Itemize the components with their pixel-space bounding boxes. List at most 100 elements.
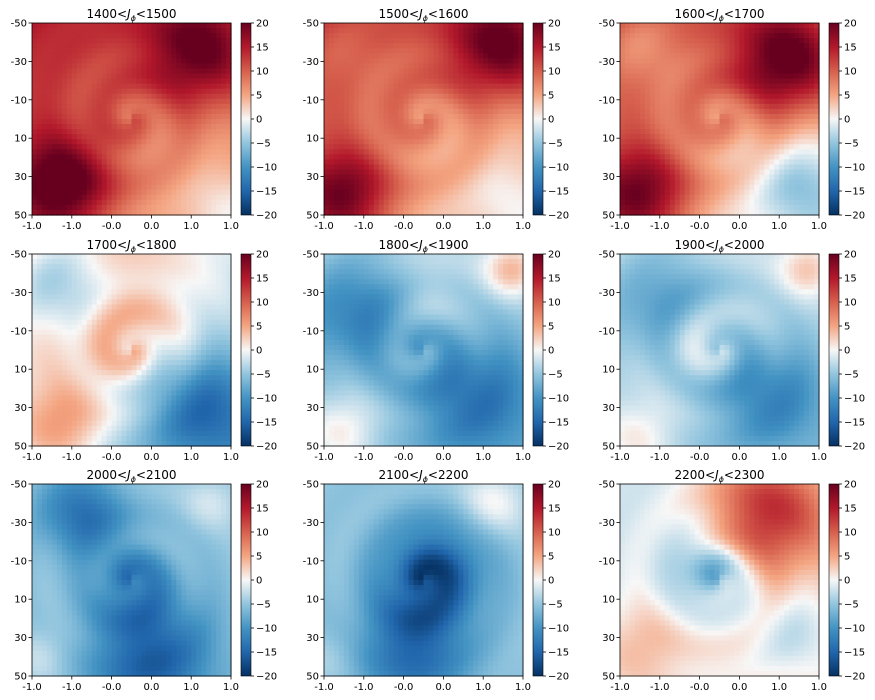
heatmap-cell — [468, 103, 474, 110]
heatmap-cell — [814, 184, 820, 191]
heatmap-cell — [674, 48, 681, 54]
heatmap-cell — [759, 139, 765, 145]
heatmap-cell — [734, 169, 740, 176]
heatmap-cell — [101, 269, 108, 275]
heatmap-cell — [739, 98, 745, 105]
axes-frame — [31, 22, 232, 216]
heatmap-cell — [448, 108, 454, 115]
heatmap-cell — [438, 43, 444, 49]
heatmap-cell — [644, 98, 651, 105]
heatmap-cell — [141, 48, 148, 54]
heatmap-cell — [71, 264, 78, 270]
heatmap-cell — [674, 144, 681, 150]
heatmap-cell — [659, 209, 666, 216]
heatmap-cell — [51, 259, 58, 265]
heatmap-cell — [694, 43, 701, 49]
heatmap-cell — [32, 139, 38, 145]
heatmap-cell — [403, 83, 410, 90]
heatmap-cell — [498, 179, 504, 186]
heatmap-cell — [664, 154, 671, 161]
heatmap-cell — [714, 58, 721, 65]
colorbar-tick-label: 20 — [256, 19, 269, 30]
heatmap-cell — [724, 134, 731, 140]
heatmap-cell — [176, 269, 182, 275]
heatmap-cell — [161, 254, 167, 260]
heatmap-cell — [799, 149, 805, 155]
heatmap-cell — [96, 53, 103, 59]
heatmap-cell — [191, 83, 197, 90]
heatmap-cell — [71, 88, 78, 95]
heatmap-cell — [211, 209, 217, 216]
heatmap-cell — [363, 23, 370, 29]
heatmap-cell — [116, 164, 123, 171]
heatmap-cell — [343, 23, 350, 29]
heatmap-cell — [151, 53, 157, 59]
heatmap-cell — [408, 68, 415, 75]
heatmap-cell — [156, 139, 162, 145]
heatmap-cell — [398, 53, 405, 59]
heatmap-cell — [146, 73, 152, 80]
heatmap-cell — [36, 23, 43, 29]
heatmap-cell — [513, 159, 519, 166]
heatmap-cell — [769, 33, 775, 39]
heatmap-cell — [96, 43, 103, 49]
heatmap-cell — [221, 254, 227, 260]
heatmap-cell — [649, 144, 656, 150]
heatmap-cell — [704, 113, 711, 120]
heatmap-cell — [689, 23, 696, 29]
colorbar-tick-label: −10 — [256, 163, 277, 174]
heatmap-cell — [413, 98, 420, 105]
heatmap-cell — [754, 174, 760, 181]
heatmap-cell — [739, 134, 745, 140]
heatmap-cell — [211, 274, 217, 280]
heatmap-cell — [448, 184, 454, 191]
heatmap-cell — [206, 284, 212, 290]
heatmap-cell — [191, 174, 197, 181]
heatmap-cell — [739, 184, 745, 191]
title-subscript: ϕ — [719, 14, 725, 23]
heatmap-cell — [413, 179, 420, 186]
heatmap-cell — [383, 174, 390, 181]
heatmap-cell — [654, 23, 661, 29]
heatmap-cell — [629, 33, 636, 39]
heatmap-cell — [126, 43, 133, 49]
heatmap-cell — [66, 129, 73, 135]
heatmap-cell — [46, 48, 53, 54]
heatmap-cell — [81, 53, 88, 59]
heatmap-cell — [739, 169, 745, 176]
heatmap-cell — [51, 33, 58, 39]
heatmap-cell — [473, 78, 479, 85]
heatmap-cell — [51, 189, 58, 196]
heatmap-cell — [634, 83, 641, 90]
heatmap-cell — [814, 149, 820, 155]
heatmap-cell — [221, 113, 227, 120]
heatmap-cell — [343, 154, 350, 161]
heatmap-cell — [784, 33, 790, 39]
heatmap-cell — [774, 53, 780, 59]
title-lower-bound: 1500< — [378, 7, 419, 21]
heatmap-cell — [719, 159, 726, 166]
heatmap-cell — [639, 53, 646, 59]
heatmap-cell — [221, 139, 227, 145]
heatmap-cell — [438, 38, 444, 44]
heatmap-cell — [408, 119, 415, 125]
heatmap-cell — [659, 194, 666, 201]
heatmap-cell — [754, 83, 760, 90]
heatmap-cell — [51, 139, 58, 145]
heatmap-cell — [503, 194, 509, 201]
heatmap-cell — [166, 38, 172, 44]
heatmap-cell — [176, 58, 182, 65]
heatmap-cell — [679, 43, 686, 49]
heatmap-cell — [176, 33, 182, 39]
heatmap-cell — [186, 119, 192, 125]
heatmap-cell — [216, 184, 222, 191]
heatmap-cell — [363, 43, 370, 49]
heatmap-cell — [141, 149, 148, 155]
heatmap-cell — [714, 53, 721, 59]
heatmap-cell — [121, 204, 128, 211]
heatmap-cell — [343, 129, 350, 135]
heatmap-cell — [694, 134, 701, 140]
heatmap-cell — [111, 194, 118, 201]
heatmap-cell — [66, 48, 73, 54]
heatmap-cell — [620, 129, 626, 135]
